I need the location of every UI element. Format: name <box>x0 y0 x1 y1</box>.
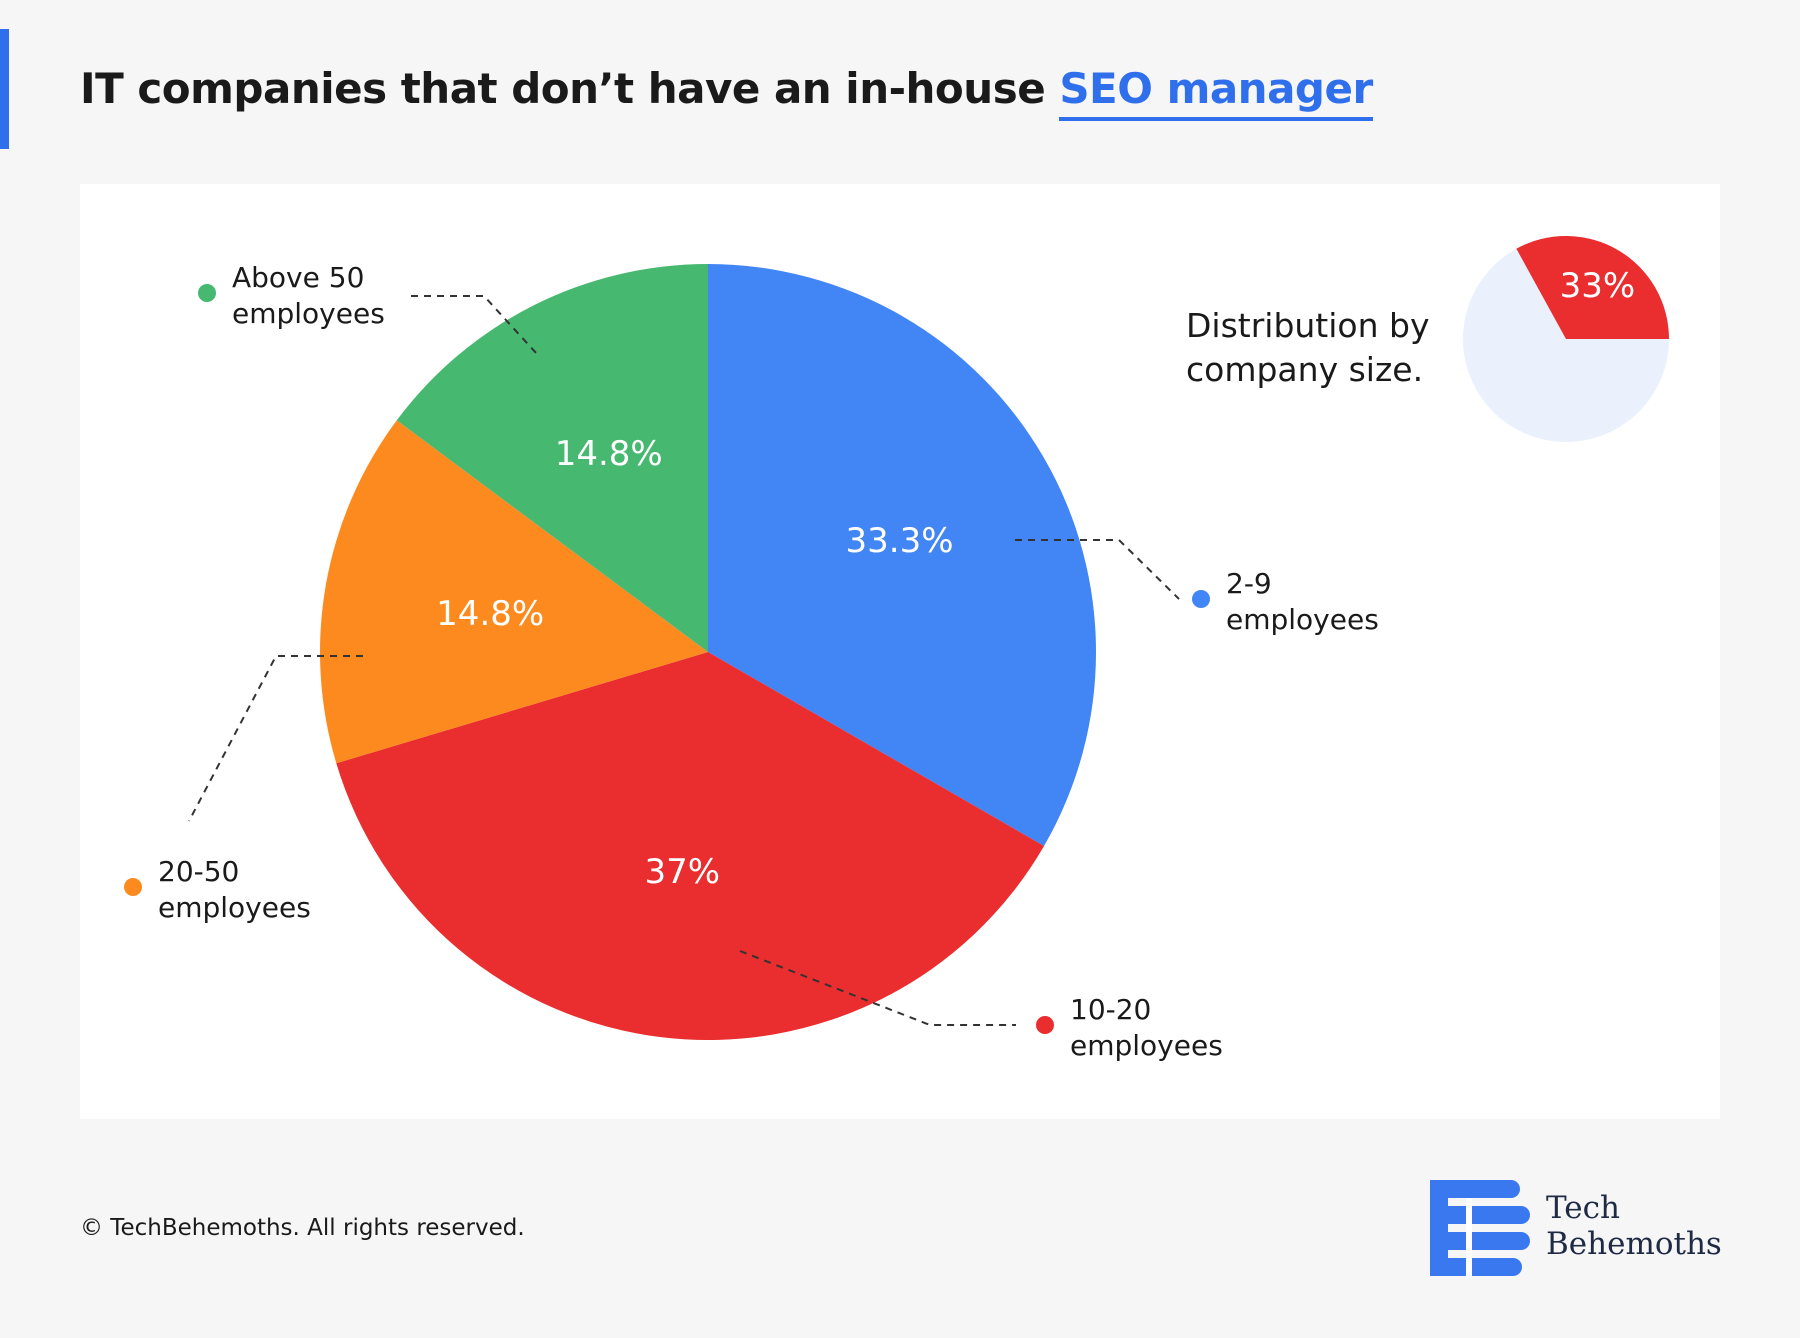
legend-label: 10-20 employees <box>1070 993 1223 1062</box>
leader-line <box>1015 539 1180 600</box>
pie-slice <box>1516 235 1669 339</box>
pie-slice <box>396 264 708 652</box>
title-text: IT companies that don’t have an in-house <box>80 64 1046 113</box>
legend-label: 2-9 employees <box>1226 567 1379 636</box>
logo: Tech Behemoths <box>1546 1190 1722 1262</box>
legend-dot <box>1192 590 1210 608</box>
footer: © TechBehemoths. All rights reserved. <box>80 1215 525 1241</box>
pie-slice <box>336 652 1045 1040</box>
legend-dot <box>1036 1016 1054 1034</box>
logo-text: Behemoths <box>1546 1226 1722 1262</box>
legend-label: 20-50 employees <box>158 855 311 924</box>
pie-slice <box>708 264 1096 846</box>
value-label: 33.3% <box>845 521 954 562</box>
logo-text: Tech <box>1546 1190 1620 1226</box>
value-label: 14.8% <box>436 593 545 634</box>
legend-dot <box>124 878 142 896</box>
value-label: 37% <box>644 851 721 892</box>
title: IT companies that don’t have an in-house… <box>80 64 1373 121</box>
pie-slice <box>320 420 708 764</box>
leader-line <box>188 655 363 822</box>
value-label: 14.8% <box>554 434 663 475</box>
value-label: 33% <box>1559 265 1636 306</box>
subtitle: Distribution by company size. <box>1186 306 1430 389</box>
leader-line <box>739 950 1016 1026</box>
title-highlight: SEO manager <box>1059 64 1373 121</box>
logo-icon <box>1430 1180 1530 1278</box>
legend-label: Above 50 employees <box>232 261 385 330</box>
legend-dot <box>198 284 216 302</box>
accent-bar <box>0 29 9 149</box>
